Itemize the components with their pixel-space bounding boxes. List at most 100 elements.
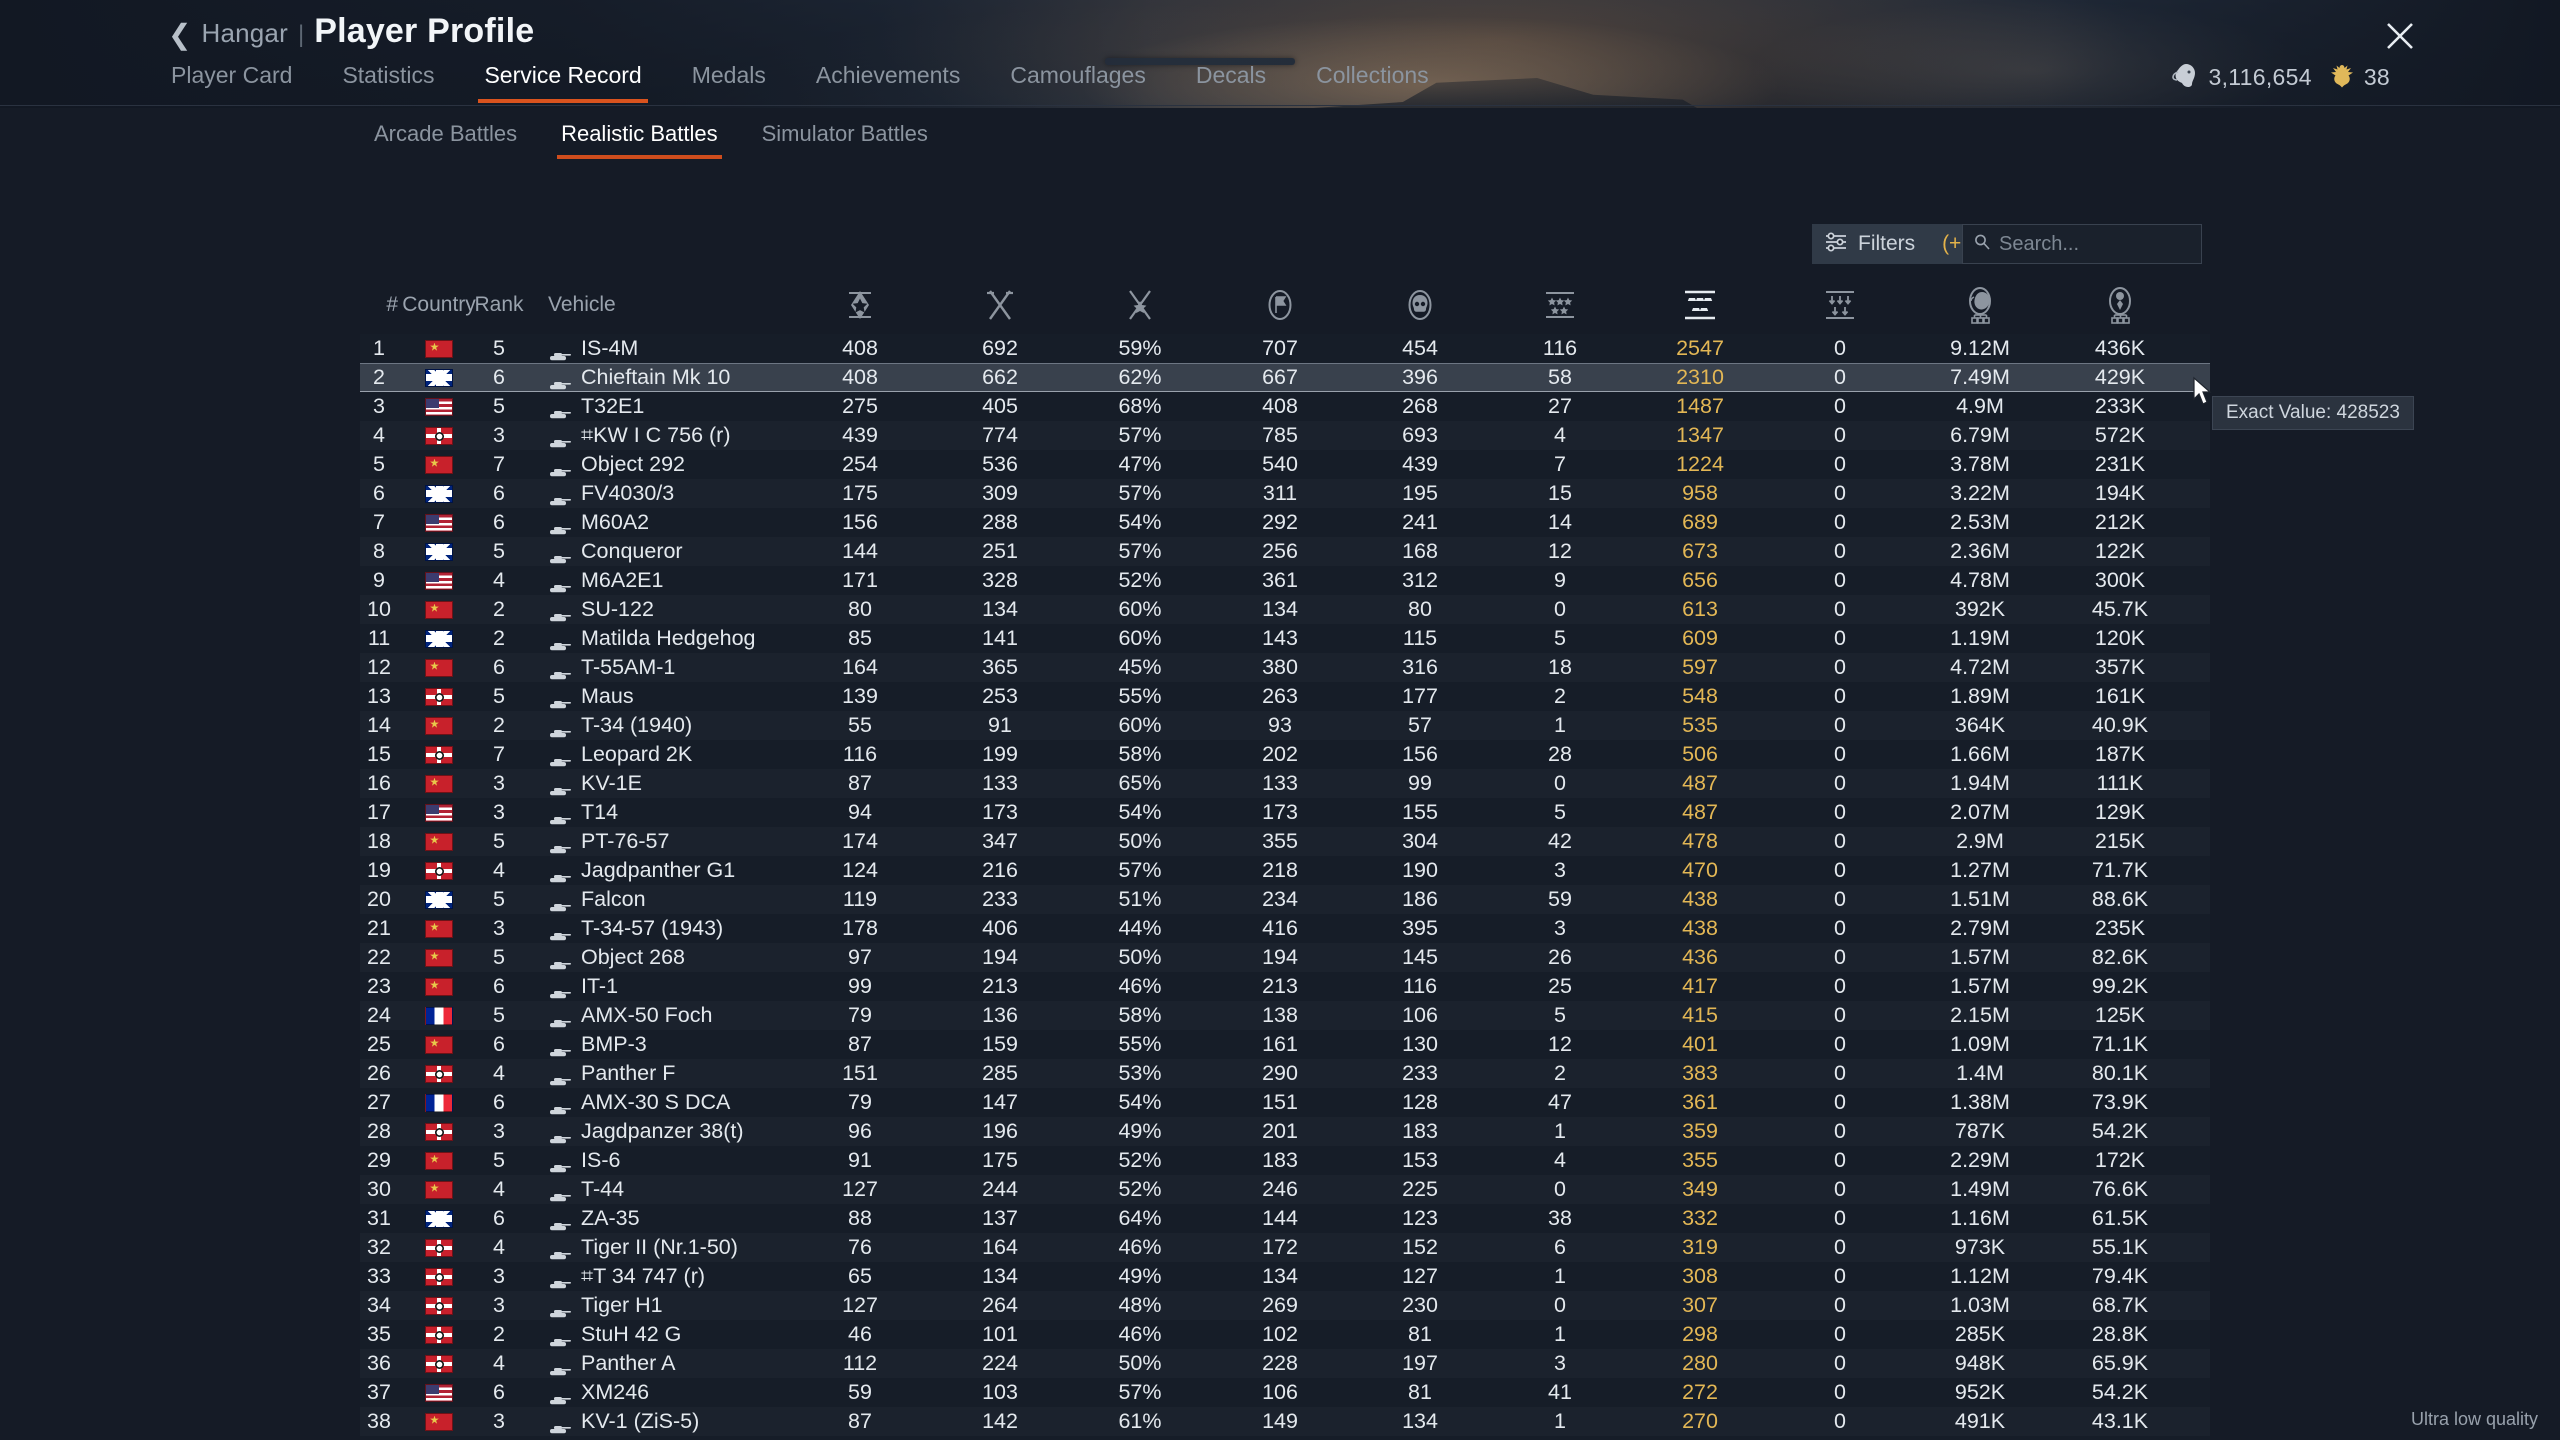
table-row[interactable]: 8 5 Conqueror 144 251 57% 256 168 12 673 0 2.36M 122…	[360, 537, 2210, 566]
table-row[interactable]: 3 5 T32E1 275 405 68% 408 268 27 1487 0 4.9M 233K	[360, 392, 2210, 421]
vehicle-cell[interactable]: Leopard 2K	[522, 740, 790, 769]
vehicle-cell[interactable]: Maus	[522, 682, 790, 711]
vehicle-cell[interactable]: AMX-30 S DCA	[522, 1088, 790, 1117]
table-row[interactable]: 34 3 Tiger H1 127 264 48% 269 230 0 307 0 1.03M 68.7…	[360, 1291, 2210, 1320]
vehicle-cell[interactable]: KV-1E	[522, 769, 790, 798]
header-ground-kills[interactable]	[1210, 276, 1350, 334]
header-country[interactable]: Country	[402, 293, 476, 316]
vehicle-cell[interactable]: ZA-35	[522, 1204, 790, 1233]
table-row[interactable]: 33 3 ⌗T 34 747 (r) 65 134 49% 134 127 1 308 0 1.12M…	[360, 1262, 2210, 1291]
subtab-arcade-battles[interactable]: Arcade Battles	[374, 121, 518, 146]
table-row[interactable]: 32 4 Tiger II (Nr.1-50) 76 164 46% 172 152 6 319 0…	[360, 1233, 2210, 1262]
header-spawns[interactable]	[930, 276, 1070, 334]
table-row[interactable]: 5 7 Object 292 254 536 47% 540 439 7 1224 0 3.78M 23…	[360, 450, 2210, 479]
vehicle-cell[interactable]: BMP-3	[522, 1030, 790, 1059]
table-row[interactable]: 11 2 Matilda Hedgehog 85 141 60% 143 115 5 609 0 1.…	[360, 624, 2210, 653]
table-row[interactable]: 2 6 Chieftain Mk 10 408 662 62% 667 396 58 2310 0 7…	[360, 363, 2210, 392]
vehicle-cell[interactable]: Jagdpanther G1	[522, 856, 790, 885]
tab-camouflages[interactable]: Camouflages	[1010, 62, 1146, 88]
table-row[interactable]: 31 6 ZA-35 88 137 64% 144 123 38 332 0 1.16M 61.5K	[360, 1204, 2210, 1233]
table-row[interactable]: 17 3 T14 94 173 54% 173 155 5 487 0 2.07M 129K	[360, 798, 2210, 827]
table-row[interactable]: 26 4 Panther F 151 285 53% 290 233 2 383 0 1.4M 80.1…	[360, 1059, 2210, 1088]
vehicle-cell[interactable]: Panther F	[522, 1059, 790, 1088]
vehicle-cell[interactable]: Jagdpanzer 38(t)	[522, 1117, 790, 1146]
table-row[interactable]: 35 2 StuH 42 G 46 101 46% 102 81 1 298 0 285K 28.8K	[360, 1320, 2210, 1349]
vehicle-cell[interactable]: T-34 (1940)	[522, 711, 790, 740]
tab-decals[interactable]: Decals	[1195, 62, 1267, 88]
chevron-left-icon[interactable]: ❮	[168, 19, 192, 50]
table-row[interactable]: 13 5 Maus 139 253 55% 263 177 2 548 0 1.89M 161K	[360, 682, 2210, 711]
table-row[interactable]: 14 2 T-34 (1940) 55 91 60% 93 57 1 535 0 364K 40.9K	[360, 711, 2210, 740]
table-row[interactable]: 24 5 AMX-50 Foch 79 136 58% 138 106 5 415 0 2.15M 12…	[360, 1001, 2210, 1030]
table-row[interactable]: 4 3 ⌗KW I C 756 (r) 439 774 57% 785 693 4 1347 0 6.…	[360, 421, 2210, 450]
vehicle-cell[interactable]: ⌗T 34 747 (r)	[522, 1262, 790, 1291]
subtab-realistic-battles[interactable]: Realistic Battles	[557, 117, 722, 159]
header-battles[interactable]	[790, 276, 930, 334]
vehicle-cell[interactable]: T32E1	[522, 392, 790, 421]
table-row[interactable]: 20 5 Falcon 119 233 51% 234 186 59 438 0 1.51M 88.6K	[360, 885, 2210, 914]
table-row[interactable]: 22 5 Object 268 97 194 50% 194 145 26 436 0 1.57M 82…	[360, 943, 2210, 972]
table-row[interactable]: 25 6 BMP-3 87 159 55% 161 130 12 401 0 1.09M 71.1K	[360, 1030, 2210, 1059]
header-index[interactable]: #	[386, 293, 398, 316]
tab-collections[interactable]: Collections	[1316, 62, 1429, 88]
vehicle-cell[interactable]: M6A2E1	[522, 566, 790, 595]
breadcrumb-hangar-link[interactable]: Hangar	[201, 18, 288, 48]
table-row[interactable]: 1 5 IS-4M 408 692 59% 707 454 116 2547 0 9.12M 436K	[360, 334, 2210, 363]
vehicle-cell[interactable]: Panther A	[522, 1349, 790, 1378]
table-row[interactable]: 30 4 T-44 127 244 52% 246 225 0 349 0 1.49M 76.6K	[360, 1175, 2210, 1204]
subtab-simulator-battles[interactable]: Simulator Battles	[761, 121, 928, 146]
table-row[interactable]: 7 6 M60A2 156 288 54% 292 241 14 689 0 2.53M 212K	[360, 508, 2210, 537]
header-winrate[interactable]	[1070, 276, 1210, 334]
table-row[interactable]: 19 4 Jagdpanther G1 124 216 57% 218 190 3 470 0 1.2…	[360, 856, 2210, 885]
table-row[interactable]: 21 3 T-34-57 (1943) 178 406 44% 416 395 3 438 0 2.7…	[360, 914, 2210, 943]
header-silver-earned[interactable]	[1910, 276, 2050, 334]
vehicle-cell[interactable]: IT-1	[522, 972, 790, 1001]
vehicle-cell[interactable]: T-34-57 (1943)	[522, 914, 790, 943]
tab-statistics[interactable]: Statistics	[342, 62, 435, 88]
table-row[interactable]: 37 6 XM246 59 103 57% 106 81 41 272 0 952K 54.2K	[360, 1378, 2210, 1407]
tab-achievements[interactable]: Achievements	[815, 62, 961, 88]
vehicle-cell[interactable]: XM246	[522, 1378, 790, 1407]
header-vehicle[interactable]: Vehicle	[548, 293, 616, 316]
vehicle-cell[interactable]: M60A2	[522, 508, 790, 537]
search-input[interactable]: Search...	[1962, 224, 2202, 264]
vehicle-cell[interactable]: Chieftain Mk 10	[522, 364, 790, 391]
table-row[interactable]: 15 7 Leopard 2K 116 199 58% 202 156 28 506 0 1.66M 1…	[360, 740, 2210, 769]
vehicle-cell[interactable]: IS-6	[522, 1146, 790, 1175]
header-naval-kills[interactable]	[1630, 276, 1770, 334]
table-row[interactable]: 12 6 T-55AM-1 164 365 45% 380 316 18 597 0 4.72M 357…	[360, 653, 2210, 682]
tab-player-card[interactable]: Player Card	[171, 62, 293, 88]
table-row[interactable]: 16 3 KV-1E 87 133 65% 133 99 0 487 0 1.94M 111K	[360, 769, 2210, 798]
table-row[interactable]: 27 6 AMX-30 S DCA 79 147 54% 151 128 47 361 0 1.38M…	[360, 1088, 2210, 1117]
vehicle-cell[interactable]: Falcon	[522, 885, 790, 914]
vehicle-cell[interactable]: PT-76-57	[522, 827, 790, 856]
vehicle-cell[interactable]: T-55AM-1	[522, 653, 790, 682]
vehicle-cell[interactable]: T-44	[522, 1175, 790, 1204]
vehicle-cell[interactable]: FV4030/3	[522, 479, 790, 508]
table-row[interactable]: 28 3 Jagdpanzer 38(t) 96 196 49% 201 183 1 359 0 78…	[360, 1117, 2210, 1146]
table-row[interactable]: 9 4 M6A2E1 171 328 52% 361 312 9 656 0 4.78M 300K	[360, 566, 2210, 595]
vehicle-cell[interactable]: KV-1 (ZiS-5)	[522, 1407, 790, 1436]
vehicle-cell[interactable]: Tiger H1	[522, 1291, 790, 1320]
vehicle-cell[interactable]: M1A1	[522, 1436, 790, 1440]
table-row[interactable]: 29 5 IS-6 91 175 52% 183 153 4 355 0 2.29M 172K	[360, 1146, 2210, 1175]
vehicle-cell[interactable]: StuH 42 G	[522, 1320, 790, 1349]
header-deaths[interactable]	[1350, 276, 1490, 334]
table-row[interactable]: 36 4 Panther A 112 224 50% 228 197 3 280 0 948K 65.9…	[360, 1349, 2210, 1378]
vehicle-cell[interactable]: Conqueror	[522, 537, 790, 566]
vehicle-cell[interactable]: T14	[522, 798, 790, 827]
vehicle-cell[interactable]: Object 268	[522, 943, 790, 972]
table-row[interactable]: 38 3 KV-1 (ZiS-5) 87 142 61% 149 134 1 270 0 491K 43…	[360, 1407, 2210, 1436]
header-rank[interactable]: Rank	[474, 293, 524, 316]
vehicle-cell[interactable]: IS-4M	[522, 334, 790, 363]
header-air-kills[interactable]	[1490, 276, 1630, 334]
table-row[interactable]: 39 7 M1A1 6111454%115851026301.01M69.6K	[360, 1436, 2210, 1440]
tab-service-record[interactable]: Service Record	[478, 58, 648, 103]
vehicle-cell[interactable]: SU-122	[522, 595, 790, 624]
vehicle-cell[interactable]: AMX-50 Foch	[522, 1001, 790, 1030]
vehicle-cell[interactable]: Matilda Hedgehog	[522, 624, 790, 653]
header-anchor[interactable]	[1770, 276, 1910, 334]
vehicle-cell[interactable]: Object 292	[522, 450, 790, 479]
table-row[interactable]: 6 6 FV4030/3 175 309 57% 311 195 15 958 0 3.22M 194K	[360, 479, 2210, 508]
header-research[interactable]	[2050, 276, 2190, 334]
